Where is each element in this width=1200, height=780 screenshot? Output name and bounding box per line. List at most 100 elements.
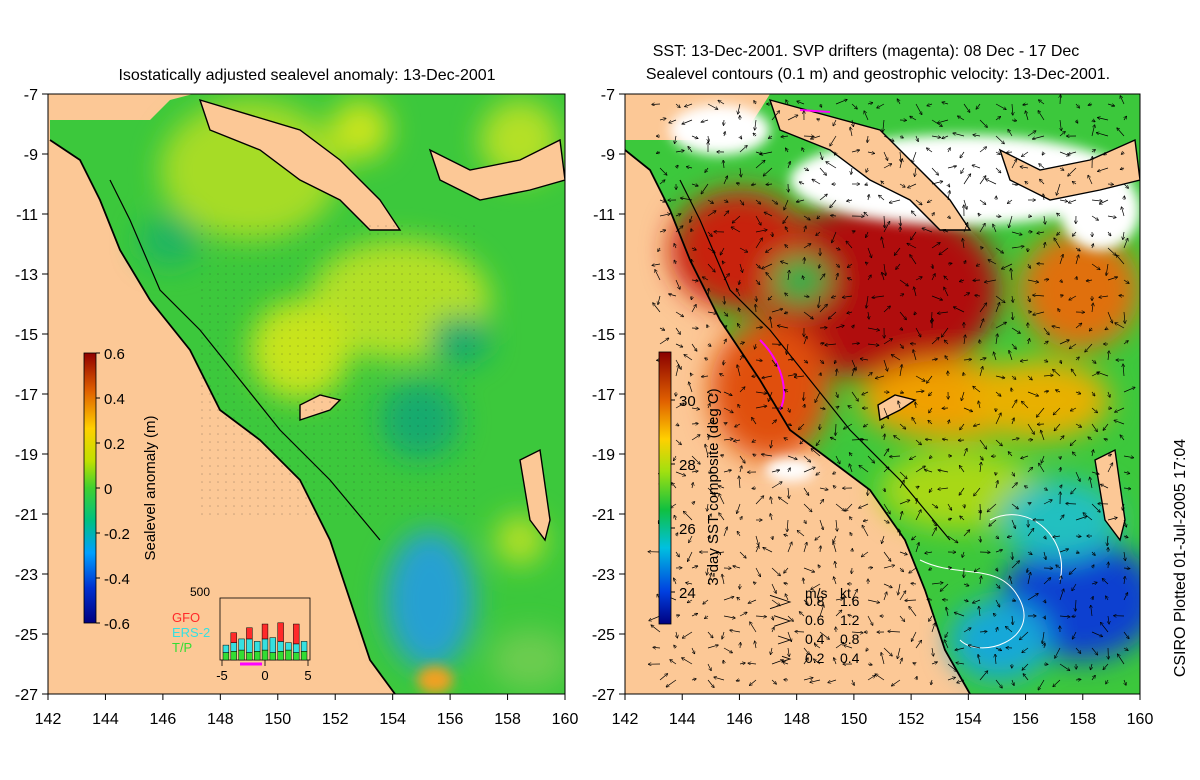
- velocity-vector: [1027, 391, 1038, 396]
- velocity-vector: [771, 199, 777, 204]
- velocity-vector: [867, 676, 875, 681]
- velocity-vector: [1044, 616, 1045, 619]
- velocity-vector: [847, 312, 853, 313]
- right-panel-title-line2: Sealevel contours (0.1 m) and geostrophi…: [646, 66, 1110, 83]
- left-x-tick-label: 156: [437, 711, 464, 728]
- velocity-vector: [947, 166, 956, 168]
- velocity-vector: [915, 167, 916, 176]
- velocity-vector: [817, 119, 820, 120]
- right-y-tick-label: -17: [592, 387, 615, 404]
- velocity-vector: [670, 660, 677, 665]
- velocity-vector: [1060, 280, 1062, 282]
- velocity-vector: [946, 608, 948, 617]
- velocity-vector: [691, 248, 696, 250]
- velocity-vector: [960, 466, 965, 473]
- velocity-vector: [866, 262, 869, 264]
- right-x-tick-label: 146: [726, 711, 753, 728]
- velocity-vector: [931, 274, 935, 281]
- velocity-vector: [834, 577, 837, 585]
- velocity-vector: [691, 679, 696, 680]
- velocity-vector: [1027, 594, 1038, 601]
- velocity-vector: [707, 631, 713, 638]
- velocity-vector: [1053, 370, 1061, 377]
- velocity-vector: [740, 167, 741, 177]
- velocity-vector: [737, 503, 741, 513]
- velocity-vector: [939, 247, 949, 255]
- velocity-vector: [850, 127, 852, 137]
- velocity-vector: [1027, 529, 1034, 537]
- right-x-tick-label: 158: [1069, 711, 1096, 728]
- velocity-vector: [931, 679, 932, 685]
- colorbar-tick-label: 26: [679, 521, 696, 538]
- velocity-vector: [707, 211, 716, 217]
- velocity-vector: [691, 566, 698, 568]
- velocity-vector: [828, 679, 837, 683]
- velocity-vector: [1091, 503, 1100, 512]
- velocity-vector: [1054, 423, 1061, 431]
- velocity-vector: [963, 373, 964, 377]
- velocity-vector: [1092, 597, 1093, 601]
- histogram-max-label: 500: [190, 585, 210, 599]
- velocity-vector: [1059, 589, 1064, 601]
- histogram-bar-ers2: [277, 641, 284, 652]
- velocity-vector: [866, 648, 868, 651]
- velocity-vector: [1060, 468, 1061, 473]
- velocity-vector: [708, 404, 710, 409]
- velocity-vector: [1027, 573, 1031, 585]
- velocity-vector: [846, 241, 853, 249]
- velocity-vector: [932, 647, 933, 656]
- velocity-vector: [916, 499, 917, 505]
- velocity-vector: [675, 135, 676, 143]
- histogram-bar-ers2: [246, 638, 253, 653]
- velocity-vector: [691, 614, 697, 616]
- velocity-vector: [676, 165, 678, 168]
- velocity-vector: [819, 263, 820, 268]
- velocity-vector: [737, 365, 741, 377]
- velocity-vector: [783, 662, 789, 664]
- velocity-vector: [723, 211, 729, 217]
- velocity-vector: [737, 680, 741, 681]
- velocity-vector: [707, 263, 715, 272]
- velocity-vector: [995, 167, 1001, 173]
- velocity-vector: [1023, 674, 1029, 681]
- velocity-vector: [851, 167, 852, 174]
- velocity-vector: [788, 407, 790, 412]
- velocity-vector: [766, 247, 773, 252]
- velocity-vector: [705, 167, 709, 172]
- velocity-vector: [883, 503, 890, 514]
- velocity-vector: [1124, 116, 1126, 121]
- velocity-vector: [707, 103, 718, 109]
- velocity-vector: [723, 407, 733, 413]
- velocity-vector: [1075, 471, 1080, 481]
- velocity-vector: [836, 274, 838, 281]
- velocity-vector: [740, 643, 741, 649]
- velocity-vector: [687, 167, 693, 168]
- velocity-vector: [1123, 341, 1128, 345]
- velocity-vector: [1091, 582, 1097, 584]
- velocity-vector: [852, 567, 853, 573]
- velocity-vector: [850, 517, 852, 521]
- velocity-vector: [1107, 518, 1117, 521]
- velocity-vector: [899, 500, 910, 505]
- velocity-vector: [787, 519, 788, 531]
- left-panel-title: Isostatically adjusted sealevel anomaly:…: [118, 67, 495, 84]
- velocity-vector: [1104, 151, 1109, 155]
- velocity-vector: [722, 575, 725, 585]
- velocity-vector: [865, 184, 868, 185]
- velocity-vector: [964, 261, 966, 265]
- velocity-vector: [653, 303, 661, 313]
- velocity-vector: [804, 405, 805, 409]
- velocity-vector: [848, 263, 853, 267]
- velocity-vector: [861, 359, 869, 360]
- velocity-vector: [784, 567, 789, 573]
- velocity-vector: [804, 258, 805, 265]
- velocity-vector: [931, 623, 935, 633]
- velocity-vector: [815, 644, 821, 649]
- velocity-vector: [771, 679, 776, 684]
- velocity-vector: [755, 327, 762, 328]
- velocity-vector: [1075, 247, 1080, 251]
- velocity-vector: [915, 277, 922, 281]
- velocity-vector: [739, 355, 743, 361]
- velocity-vector: [847, 200, 853, 201]
- velocity-vector: [674, 516, 676, 521]
